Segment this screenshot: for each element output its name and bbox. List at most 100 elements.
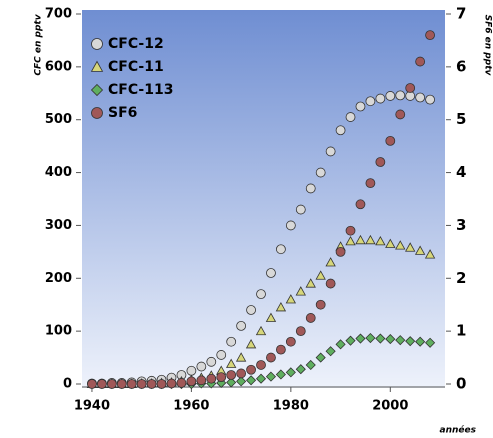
marker bbox=[236, 376, 247, 387]
y2-tick-label: 3 bbox=[456, 216, 466, 234]
legend-label: CFC-113 bbox=[108, 82, 173, 98]
marker bbox=[265, 371, 277, 382]
marker bbox=[226, 336, 237, 347]
y-axis-label: CFC en pptv bbox=[34, 13, 44, 75]
y2-tick-label: 4 bbox=[456, 163, 466, 181]
y2-tick-label: 5 bbox=[456, 110, 466, 128]
marker bbox=[266, 268, 276, 278]
y-tick-label: 300 bbox=[45, 218, 72, 233]
marker bbox=[236, 368, 247, 379]
marker bbox=[295, 326, 306, 337]
y2-tick-label: 7 bbox=[456, 5, 466, 23]
marker bbox=[275, 369, 286, 380]
marker bbox=[325, 146, 336, 157]
marker bbox=[285, 220, 296, 231]
marker bbox=[385, 135, 396, 146]
marker bbox=[325, 257, 336, 267]
marker bbox=[355, 234, 366, 245]
marker bbox=[196, 361, 207, 372]
marker bbox=[365, 96, 376, 107]
marker bbox=[116, 379, 127, 389]
marker bbox=[335, 339, 346, 350]
marker bbox=[305, 359, 316, 371]
marker bbox=[295, 204, 306, 215]
y-tick-label: 200 bbox=[45, 271, 72, 286]
marker bbox=[345, 235, 356, 246]
marker bbox=[295, 364, 306, 375]
marker bbox=[166, 378, 177, 389]
marker bbox=[315, 299, 326, 310]
marker bbox=[256, 289, 266, 300]
marker bbox=[375, 235, 386, 246]
x-tick-label: 1940 bbox=[74, 399, 110, 414]
marker bbox=[226, 377, 237, 388]
marker bbox=[305, 313, 316, 323]
y-tick-label: 100 bbox=[45, 324, 72, 339]
marker bbox=[395, 240, 406, 250]
marker bbox=[405, 336, 416, 347]
legend-label: SF6 bbox=[108, 105, 137, 121]
x-tick-label: 1960 bbox=[173, 399, 209, 414]
y-tick-label: 600 bbox=[45, 59, 72, 74]
legend-marker bbox=[91, 107, 103, 119]
marker bbox=[355, 101, 366, 112]
marker bbox=[385, 91, 396, 101]
marker bbox=[425, 30, 435, 41]
marker bbox=[395, 335, 406, 346]
marker bbox=[256, 360, 266, 370]
marker bbox=[385, 238, 396, 248]
marker bbox=[235, 352, 247, 362]
y2-tick-label: 1 bbox=[456, 322, 466, 340]
marker bbox=[305, 183, 316, 194]
marker bbox=[245, 339, 257, 349]
marker bbox=[275, 302, 287, 312]
marker bbox=[365, 332, 376, 344]
y-tick-label: 700 bbox=[45, 7, 72, 22]
marker bbox=[425, 337, 436, 348]
marker bbox=[335, 125, 346, 136]
x-axis-label: années bbox=[440, 425, 477, 436]
y2-tick-label: 6 bbox=[456, 57, 466, 75]
marker bbox=[276, 244, 286, 255]
marker bbox=[136, 379, 147, 389]
legend-label: CFC-11 bbox=[108, 59, 164, 75]
marker bbox=[206, 356, 217, 367]
marker bbox=[266, 352, 276, 363]
legend-marker bbox=[91, 38, 103, 50]
x-tick-label: 1980 bbox=[273, 399, 309, 414]
marker bbox=[305, 278, 316, 288]
marker bbox=[285, 367, 296, 378]
marker bbox=[315, 270, 326, 280]
marker bbox=[196, 375, 207, 386]
marker bbox=[126, 379, 137, 389]
marker bbox=[285, 336, 296, 347]
x-tick-label: 2000 bbox=[372, 399, 408, 414]
marker bbox=[405, 83, 416, 93]
marker bbox=[325, 278, 336, 289]
marker bbox=[106, 379, 117, 389]
y-tick-label: 500 bbox=[45, 112, 72, 127]
marker bbox=[216, 350, 227, 360]
marker bbox=[345, 112, 356, 122]
marker bbox=[325, 346, 336, 357]
marker bbox=[246, 305, 256, 315]
marker bbox=[365, 178, 376, 189]
marker bbox=[335, 246, 346, 257]
marker bbox=[255, 373, 267, 384]
marker bbox=[186, 376, 197, 387]
marker bbox=[206, 373, 217, 384]
marker bbox=[425, 94, 435, 105]
marker bbox=[345, 335, 356, 346]
marker bbox=[295, 286, 306, 296]
marker bbox=[255, 325, 267, 336]
marker bbox=[355, 333, 366, 344]
y-tick-label: 400 bbox=[45, 165, 72, 180]
marker bbox=[265, 312, 277, 322]
marker bbox=[395, 109, 406, 120]
marker bbox=[87, 379, 97, 389]
marker bbox=[225, 358, 237, 368]
marker bbox=[216, 372, 227, 383]
marker bbox=[424, 249, 436, 259]
marker bbox=[375, 157, 386, 167]
marker bbox=[176, 378, 187, 388]
